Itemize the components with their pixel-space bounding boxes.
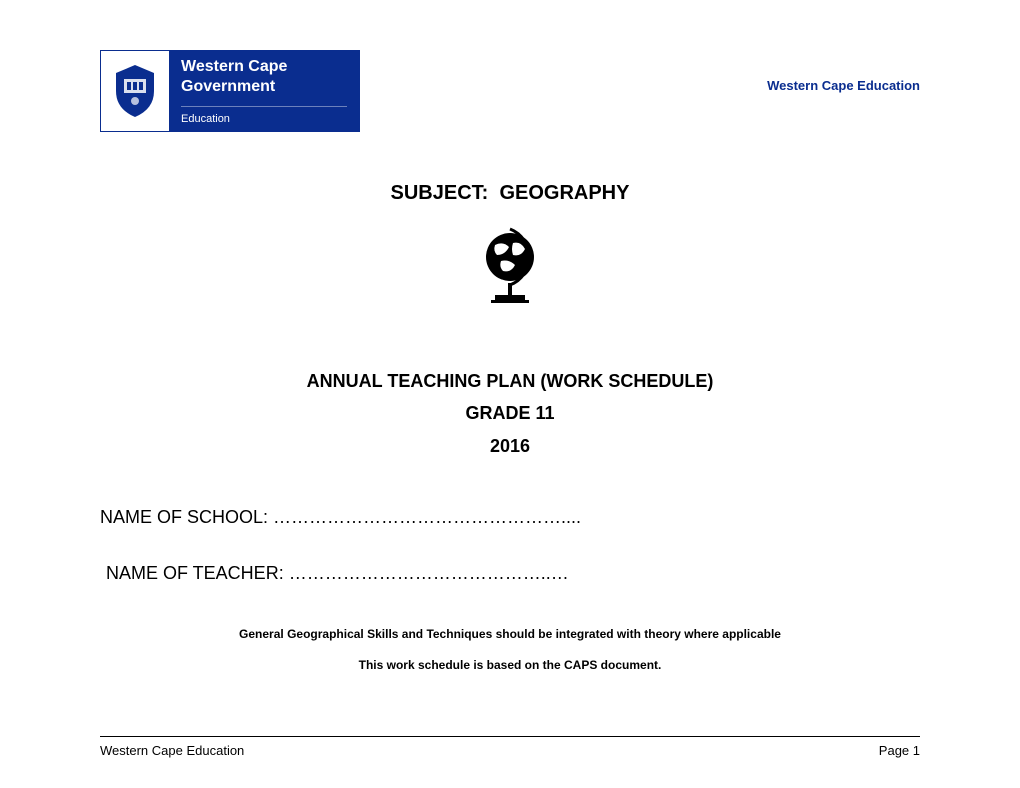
plan-year: 2016 [100, 430, 920, 462]
gov-logo: Western Cape Government Education [100, 50, 360, 132]
logo-line1: Western Cape [181, 58, 287, 75]
subject-line: SUBJECT: GEOGRAPHY [100, 182, 920, 205]
page-footer: Western Cape Education Page 1 [100, 736, 920, 758]
subject-label: SUBJECT: [391, 182, 489, 204]
teacher-field: NAME OF TEACHER: ……………………………………..… [100, 563, 920, 584]
subject-value: GEOGRAPHY [499, 182, 629, 204]
school-field: NAME OF SCHOOL: ………………………………………….... [100, 507, 920, 528]
note-line2: This work schedule is based on the CAPS … [100, 650, 920, 681]
crest-icon [101, 51, 169, 131]
globe-icon [100, 225, 920, 310]
footer-right: Page 1 [879, 743, 920, 758]
note-line1: General Geographical Skills and Techniqu… [100, 619, 920, 650]
header-row: Western Cape Government Education Wester… [100, 50, 920, 132]
plan-grade: GRADE 11 [100, 397, 920, 429]
plan-title-block: ANNUAL TEACHING PLAN (WORK SCHEDULE) GRA… [100, 365, 920, 462]
header-right-text: Western Cape Education [767, 78, 920, 93]
logo-text: Western Cape Government Education [169, 51, 359, 131]
footer-left: Western Cape Education [100, 743, 244, 758]
logo-line2: Government [181, 78, 275, 95]
logo-dept: Education [181, 106, 347, 125]
plan-title: ANNUAL TEACHING PLAN (WORK SCHEDULE) [100, 365, 920, 397]
notes-block: General Geographical Skills and Techniqu… [100, 619, 920, 681]
